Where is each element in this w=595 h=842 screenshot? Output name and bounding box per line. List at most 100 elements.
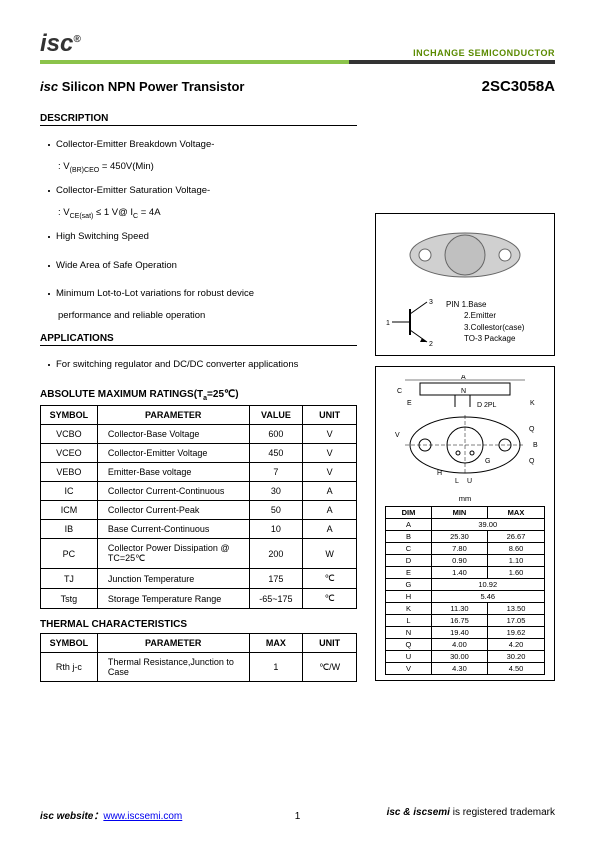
- svg-text:G: G: [485, 458, 490, 465]
- header-divider: [40, 60, 555, 64]
- table-header: MIN: [431, 507, 488, 519]
- table-row: TJJunction Temperature175℃: [41, 569, 357, 589]
- svg-text:V: V: [395, 432, 400, 439]
- table-cell: Base Current-Continuous: [97, 520, 249, 539]
- table-cell: VCEO: [41, 444, 98, 463]
- table-cell: A: [303, 501, 357, 520]
- table-cell: D: [386, 555, 432, 567]
- table-row: E1.401.60: [386, 567, 545, 579]
- table-header: VALUE: [249, 406, 303, 425]
- table-header: PARAMETER: [97, 406, 249, 425]
- table-cell: 11.30: [431, 603, 488, 615]
- table-cell: 30.00: [431, 651, 488, 663]
- table-row: G10.92: [386, 579, 545, 591]
- table-cell: G: [386, 579, 432, 591]
- table-row: N19.4019.62: [386, 627, 545, 639]
- table-cell: Q: [386, 639, 432, 651]
- table-header: UNIT: [303, 406, 357, 425]
- thermal-heading: THERMAL CHARACTERISTICS: [40, 619, 357, 631]
- company-tagline: INCHANGE SEMICONDUCTOR: [413, 48, 555, 58]
- table-row: Q4.004.20: [386, 639, 545, 651]
- table-row: C7.808.60: [386, 543, 545, 555]
- thermal-table: SYMBOLPARAMETERMAXUNIT Rth j-cThermal Re…: [40, 633, 357, 682]
- list-item: Minimum Lot-to-Lot variations for robust…: [46, 279, 357, 308]
- table-cell: Collector-Emitter Voltage: [97, 444, 249, 463]
- svg-text:3: 3: [429, 299, 433, 306]
- description-heading: DESCRIPTION: [40, 113, 357, 126]
- table-cell: V: [303, 444, 357, 463]
- table-cell: N: [386, 627, 432, 639]
- svg-text:L: L: [455, 478, 459, 485]
- list-item: Collector-Emitter Saturation Voltage-: [46, 176, 357, 205]
- svg-text:K: K: [530, 400, 535, 407]
- table-row: L16.7517.05: [386, 615, 545, 627]
- table-row: V4.304.50: [386, 663, 545, 675]
- table-header: SYMBOL: [41, 406, 98, 425]
- dimensions-table: DIMMINMAX A39.00B25.3026.67C7.808.60D0.9…: [385, 506, 545, 675]
- table-cell: C: [386, 543, 432, 555]
- mechanical-drawing: A N C E D 2PL K: [375, 366, 555, 681]
- to3-package-icon: [390, 225, 540, 285]
- table-row: VCBOCollector-Base Voltage600V: [41, 425, 357, 444]
- table-cell: 39.00: [431, 519, 544, 531]
- table-cell: Collector Power Dissipation @ TC=25℃: [97, 539, 249, 569]
- table-cell: 1.40: [431, 567, 488, 579]
- table-cell: 1: [249, 653, 303, 682]
- ratings-table: SYMBOLPARAMETERVALUEUNIT VCBOCollector-B…: [40, 405, 357, 609]
- table-header: UNIT: [303, 634, 357, 653]
- table-cell: 4.30: [431, 663, 488, 675]
- footer-right: isc & iscsemi is registered trademark: [387, 807, 555, 822]
- table-cell: V: [386, 663, 432, 675]
- table-cell: Storage Temperature Range: [97, 589, 249, 609]
- table-cell: 17.05: [488, 615, 545, 627]
- table-cell: U: [386, 651, 432, 663]
- table-row: K11.3013.50: [386, 603, 545, 615]
- svg-text:D 2PL: D 2PL: [477, 402, 497, 409]
- svg-text:Q: Q: [529, 426, 535, 433]
- table-row: ICCollector Current-Continuous30A: [41, 482, 357, 501]
- table-cell: 4.00: [431, 639, 488, 651]
- table-cell: A: [386, 519, 432, 531]
- table-cell: 4.20: [488, 639, 545, 651]
- table-cell: ICM: [41, 501, 98, 520]
- table-cell: 19.40: [431, 627, 488, 639]
- table-header: MAX: [488, 507, 545, 519]
- table-header: PARAMETER: [97, 634, 249, 653]
- svg-text:E: E: [407, 400, 412, 407]
- list-item: For switching regulator and DC/DC conver…: [46, 350, 357, 379]
- table-cell: 600: [249, 425, 303, 444]
- list-sub: : VCE(sat) ≤ 1 V@ IC = 4A: [58, 205, 357, 222]
- table-cell: 25.30: [431, 531, 488, 543]
- table-row: VCEOCollector-Emitter Voltage450V: [41, 444, 357, 463]
- table-row: Rth j-cThermal Resistance,Junction to Ca…: [41, 653, 357, 682]
- table-cell: Collector Current-Continuous: [97, 482, 249, 501]
- dim-unit: mm: [381, 494, 549, 503]
- table-row: H5.46: [386, 591, 545, 603]
- svg-text:1: 1: [386, 320, 390, 327]
- applications-heading: APPLICATIONS: [40, 333, 357, 346]
- svg-text:2: 2: [429, 341, 433, 348]
- table-cell: ℃: [303, 589, 357, 609]
- table-cell: Tstg: [41, 589, 98, 609]
- table-cell: B: [386, 531, 432, 543]
- table-cell: 5.46: [431, 591, 544, 603]
- list-item: High Switching Speed: [46, 222, 357, 251]
- applications-list: For switching regulator and DC/DC conver…: [46, 350, 357, 379]
- table-cell: 450: [249, 444, 303, 463]
- table-cell: Thermal Resistance,Junction to Case: [97, 653, 249, 682]
- table-row: IBBase Current-Continuous10A: [41, 520, 357, 539]
- svg-text:N: N: [461, 388, 466, 395]
- svg-text:C: C: [397, 388, 402, 395]
- footer-left: isc website：www.iscsemi.com: [40, 807, 182, 822]
- table-cell: -65~175: [249, 589, 303, 609]
- table-cell: L: [386, 615, 432, 627]
- table-row: VEBOEmitter-Base voltage7V: [41, 463, 357, 482]
- table-cell: VCBO: [41, 425, 98, 444]
- list-sub: performance and reliable operation: [58, 308, 357, 323]
- table-cell: IB: [41, 520, 98, 539]
- table-cell: VEBO: [41, 463, 98, 482]
- table-cell: A: [303, 520, 357, 539]
- svg-text:U: U: [467, 478, 472, 485]
- page-number: 1: [295, 811, 301, 822]
- website-link[interactable]: www.iscsemi.com: [103, 811, 182, 822]
